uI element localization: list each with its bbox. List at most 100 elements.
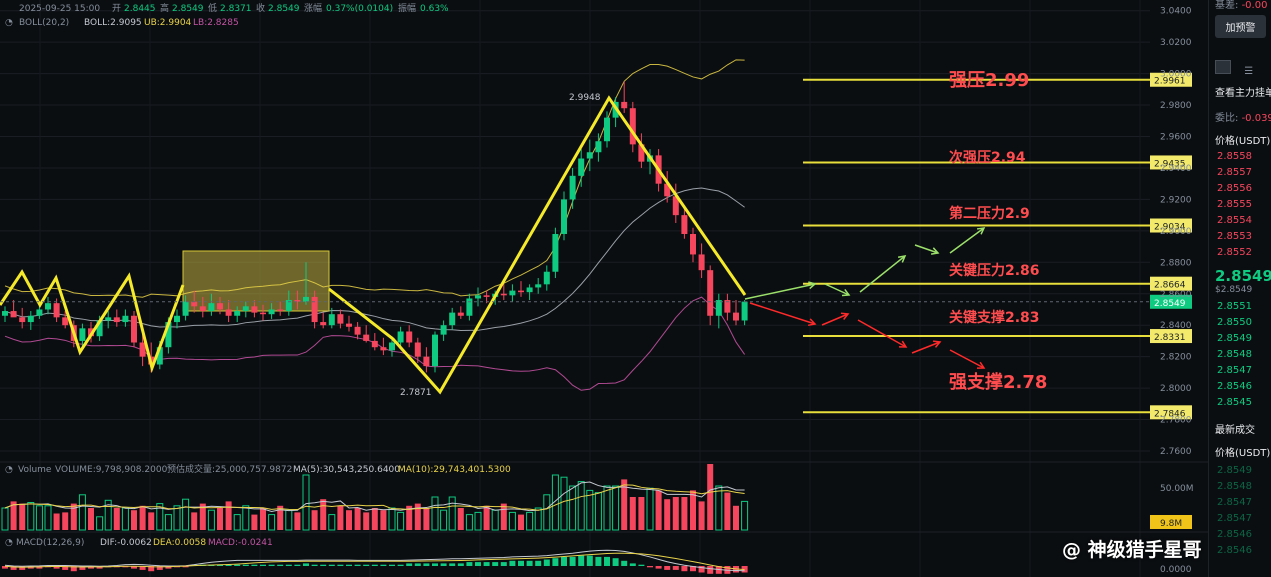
volume-bar — [251, 514, 258, 530]
macd-bar — [2, 566, 8, 569]
ask-row[interactable]: 2.8553 — [1217, 231, 1252, 242]
bell-icon[interactable]: ◔ — [5, 18, 13, 28]
red-arrow-3-head — [898, 340, 908, 348]
volume-bar — [388, 507, 396, 531]
volume-bar — [586, 489, 594, 531]
price-tick-label: 3.0400 — [1160, 7, 1192, 17]
volume-bar — [707, 464, 714, 530]
price-tick-label: 2.7800 — [1160, 416, 1192, 426]
ratio-value: -0.039 — [1241, 113, 1271, 124]
volume-bar — [569, 485, 577, 531]
level-tag — [1150, 155, 1192, 170]
volume-bar — [655, 490, 662, 530]
trade-list: 2.8549 2.8548 2.8547 2.8547 2.8546 2.8546 — [1209, 463, 1271, 559]
bid-row[interactable]: 2.8551 — [1217, 301, 1252, 312]
macd-bar — [148, 566, 155, 572]
bid-row[interactable]: 2.8548 — [1217, 349, 1252, 360]
trade-row[interactable]: 2.8546 — [1217, 529, 1252, 540]
bid-row[interactable]: 2.8545 — [1217, 397, 1252, 408]
header-open: 2.8445 — [124, 4, 156, 14]
macd-bar — [561, 556, 567, 566]
trade-row[interactable]: 2.8549 — [1217, 465, 1252, 476]
macd-bar — [10, 566, 17, 570]
volume-bar — [612, 485, 620, 531]
trade-row[interactable]: 2.8547 — [1217, 497, 1252, 508]
add-alert-button[interactable]: 加预警 — [1215, 15, 1266, 38]
macd-panel: 0.0000 — [2, 549, 1192, 575]
macd-icon: ◔ — [5, 538, 13, 548]
macd-bar — [526, 560, 533, 566]
price-tick-label: 3.0200 — [1160, 38, 1192, 48]
macd-dif: DIF:-0.0062 — [100, 538, 152, 548]
volume-bar — [698, 501, 705, 530]
macd-bar — [483, 562, 490, 566]
macd-bar — [260, 564, 266, 566]
ask-row[interactable]: 2.8558 — [1217, 151, 1252, 162]
candle — [225, 300, 232, 323]
red-arrow-5 — [949, 349, 985, 369]
volume-bar — [638, 497, 645, 530]
trade-row[interactable]: 2.8546 — [1217, 545, 1252, 556]
candle — [707, 265, 714, 326]
trade-row[interactable]: 2.8547 — [1217, 513, 1252, 524]
macd-bar — [423, 563, 430, 566]
volume-bar — [621, 479, 628, 530]
candle — [36, 304, 43, 319]
volume-bar — [406, 505, 413, 530]
ask-row[interactable]: 2.8557 — [1217, 167, 1252, 178]
green-arrow-3-head — [897, 255, 907, 263]
volume-tag-text: 9.8M — [1160, 519, 1182, 529]
macd-bar — [406, 563, 413, 566]
red-arrow-2-head — [840, 312, 850, 320]
candle — [217, 296, 223, 315]
macd-bar — [509, 560, 516, 566]
header-open-label: 开 — [112, 3, 121, 14]
candle — [131, 311, 137, 348]
bid-row[interactable]: 2.8550 — [1217, 317, 1252, 328]
level-tag-text: 2.7846 — [1154, 409, 1186, 419]
candle — [45, 296, 51, 315]
macd-bar — [432, 563, 438, 566]
candle — [105, 311, 112, 329]
ask-row[interactable]: 2.8554 — [1217, 215, 1252, 226]
green-arrow-4-head — [930, 247, 940, 255]
kline-chart[interactable]: 2.9961 强压2.99 2.9435 次强压2.94 2.9034 第二压力2.9 2.… — [0, 0, 1208, 577]
volume-tag — [1150, 515, 1192, 529]
candle — [337, 309, 344, 329]
price-tick-label: 2.8200 — [1160, 353, 1192, 363]
macd-bar — [303, 563, 309, 566]
candle — [363, 325, 370, 343]
level-tag-text: 2.8331 — [1154, 333, 1186, 343]
volume-bar — [164, 514, 172, 531]
depth-both-icon[interactable] — [1215, 60, 1231, 74]
trades-title[interactable]: 最新成交 — [1215, 425, 1255, 436]
depth-title[interactable]: 查看主力挂单 — [1215, 88, 1271, 99]
ask-row[interactable]: 2.8555 — [1217, 199, 1252, 210]
level-lines: 2.9961 强压2.99 2.9435 次强压2.94 2.9034 第二压力2.9 2.… — [0, 70, 1192, 420]
watermark: @ 神级猎手星哥 — [1062, 539, 1202, 561]
depth-list-icon[interactable]: ☰ — [1244, 66, 1254, 77]
header-low: 2.8371 — [220, 4, 252, 14]
volume-bar — [139, 505, 146, 530]
volume-bar — [414, 503, 421, 530]
candle — [354, 322, 361, 340]
ask-row[interactable]: 2.8552 — [1217, 247, 1252, 258]
candle — [724, 293, 731, 321]
candle — [182, 295, 189, 321]
bid-row[interactable]: 2.8549 — [1217, 333, 1252, 344]
header-close: 2.8549 — [268, 4, 300, 14]
price-tick-label: 2.8000 — [1160, 384, 1192, 394]
volume-bar — [88, 508, 94, 530]
volume-bar — [431, 496, 439, 531]
red-arrow-5-head — [976, 361, 986, 369]
candle — [346, 315, 352, 332]
ask-row[interactable]: 2.8556 — [1217, 183, 1252, 194]
candle — [629, 101, 636, 153]
trade-row[interactable]: 2.8548 — [1217, 481, 1252, 492]
green-arrow-3 — [859, 255, 906, 293]
candle — [432, 331, 438, 373]
bid-row[interactable]: 2.8546 — [1217, 381, 1252, 392]
volume-bar — [672, 497, 679, 530]
high-mark: 2.9948 — [569, 93, 601, 103]
bid-row[interactable]: 2.8547 — [1217, 365, 1252, 376]
